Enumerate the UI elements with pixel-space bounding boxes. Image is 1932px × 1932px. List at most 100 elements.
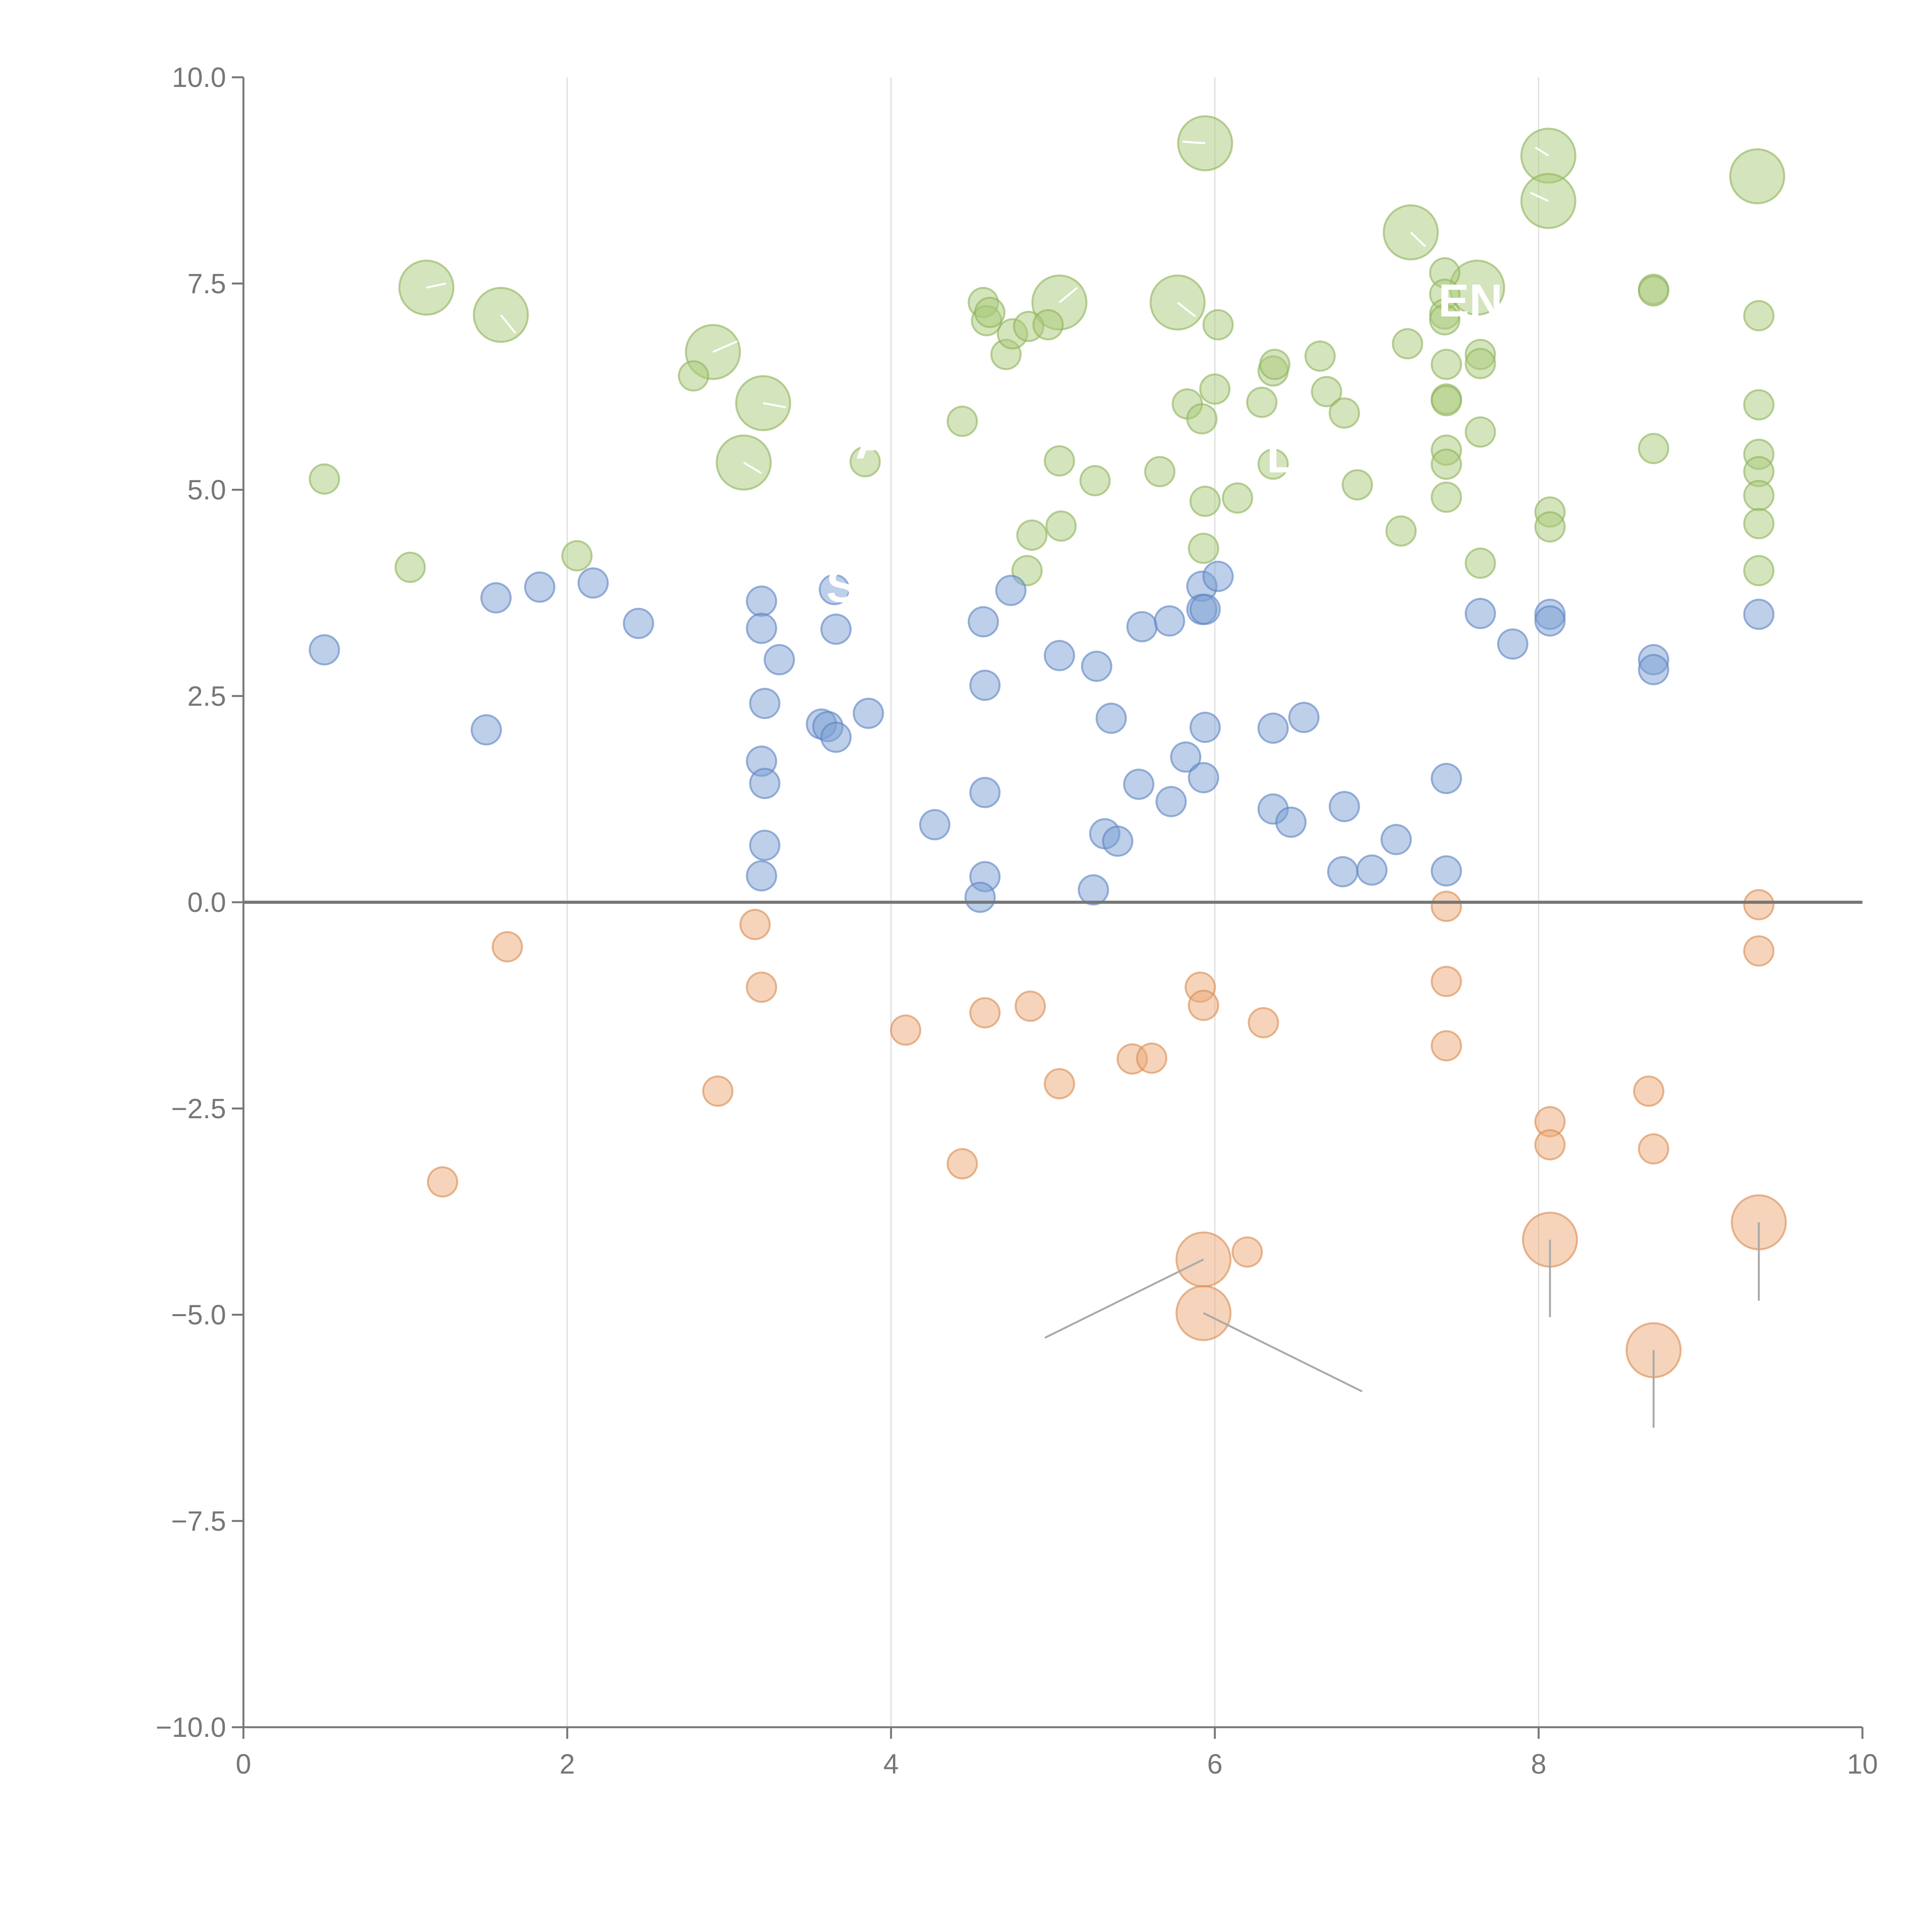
annotation-label: S <box>826 560 857 612</box>
y-tick-label: −5.0 <box>171 1300 226 1331</box>
bubble-low <box>969 997 1001 1029</box>
leader-line <box>1530 192 1549 202</box>
bubble-high <box>1430 349 1462 380</box>
bubble-mid <box>1188 762 1219 794</box>
bubble-mid <box>749 768 781 799</box>
bubble-high <box>395 551 426 583</box>
bubble-mid <box>1078 874 1109 906</box>
leader-line <box>1177 301 1196 318</box>
bubble-high <box>1429 304 1461 336</box>
bubble-mid <box>1380 824 1412 855</box>
bubble-mid <box>995 575 1027 606</box>
y-tick-label: 7.5 <box>187 269 226 299</box>
bubble-low <box>427 1166 458 1198</box>
bubble-mid <box>1081 650 1112 682</box>
bubble-mid <box>969 777 1001 808</box>
bubble-high <box>1079 465 1111 497</box>
bubble-mid <box>1743 599 1775 630</box>
leader-line <box>1182 141 1206 145</box>
bubble-mid <box>852 697 884 729</box>
bubble-high <box>1385 515 1417 547</box>
y-tick-label: 5.0 <box>187 475 226 506</box>
bubble-high <box>1032 309 1064 340</box>
bubble-mid <box>309 634 340 666</box>
bubble-high <box>1045 510 1077 542</box>
bubble-mid <box>1356 854 1388 886</box>
bubble-mid <box>1430 855 1462 887</box>
bubble-high <box>1144 456 1176 488</box>
leader-line <box>763 402 786 408</box>
bubble-low <box>1248 1007 1279 1039</box>
leader-line <box>426 282 446 289</box>
bubble-high <box>974 296 1006 328</box>
bubble-high <box>1304 340 1336 372</box>
leader-line <box>500 314 516 334</box>
leader-lines <box>426 141 1760 1428</box>
bubble-high <box>1638 433 1669 464</box>
y-tick-label: 10.0 <box>172 62 226 93</box>
bubble-high <box>1729 148 1786 204</box>
annotations: S ENG A L <box>826 275 1539 612</box>
bubble-low <box>1044 1068 1075 1100</box>
bubble-high <box>1743 480 1775 511</box>
bubble-mid <box>622 607 654 639</box>
bubble-mid <box>1095 702 1127 734</box>
x-tick-label: 0 <box>236 1749 251 1780</box>
bubble-mid <box>471 714 502 746</box>
x-tick-label: 2 <box>560 1749 575 1780</box>
bubble-low <box>946 1148 978 1180</box>
bubble-mid <box>577 567 609 599</box>
bubble-high <box>1016 519 1048 551</box>
bubble-high <box>1311 376 1342 407</box>
bubble-low <box>746 971 777 1003</box>
bubble-high <box>1189 485 1221 517</box>
bubble-mid <box>1170 741 1202 773</box>
bubble-high <box>1743 300 1775 332</box>
bubble-low <box>492 931 523 963</box>
bubble-mid <box>1189 594 1221 625</box>
annotation-label: L <box>1267 431 1295 483</box>
y-tick-label: −10.0 <box>156 1712 226 1743</box>
bubble-low <box>890 1014 922 1046</box>
x-tick-label: 8 <box>1531 1749 1546 1780</box>
bubble-low <box>1743 889 1775 920</box>
bubble-mid <box>1464 598 1496 629</box>
bubble-high <box>1392 328 1423 360</box>
leader-line <box>743 461 762 474</box>
bubble-high <box>1328 397 1360 429</box>
bubble-high <box>1464 416 1496 448</box>
bubble-high <box>1464 548 1496 579</box>
bubble-high <box>1199 373 1231 405</box>
bubble-high <box>849 446 881 478</box>
bubble-high <box>1259 349 1291 380</box>
bubble-low <box>1633 1075 1665 1107</box>
bubble-high <box>946 405 978 437</box>
bubble-low <box>1188 990 1219 1021</box>
bubble-mid <box>820 721 852 753</box>
bubble-low <box>1136 1043 1168 1074</box>
leader-line <box>713 340 738 353</box>
bubble-mid <box>1327 856 1359 888</box>
y-tick-label: 0.0 <box>187 887 226 918</box>
bubble-mid <box>1189 711 1221 743</box>
bubble-high <box>561 540 593 571</box>
bubble-mid <box>1497 628 1529 660</box>
x-tick-label: 4 <box>883 1749 899 1780</box>
bubble-mid <box>1044 640 1075 672</box>
y-tick-label: −7.5 <box>171 1506 226 1537</box>
axes: −10.0 −7.5 −5.0 −2.5 0.0 2.5 5.0 7.5 10.0 0 2 4 6 8 10 <box>156 62 1878 1780</box>
bubble-high <box>1534 511 1566 543</box>
bubble-high <box>1044 445 1075 477</box>
bubble-mid <box>1257 713 1289 744</box>
bubble-low <box>1014 990 1046 1022</box>
bubble-low <box>739 909 771 940</box>
bubble-high <box>1246 386 1278 418</box>
bubble-high <box>1257 448 1289 480</box>
bubble-mid <box>524 571 556 603</box>
annotation-label: ENG <box>1438 275 1539 327</box>
bubble-high <box>1743 389 1775 421</box>
bubble-mid <box>818 574 850 605</box>
bubble-mid <box>746 860 777 892</box>
bubble-mid <box>749 687 781 719</box>
